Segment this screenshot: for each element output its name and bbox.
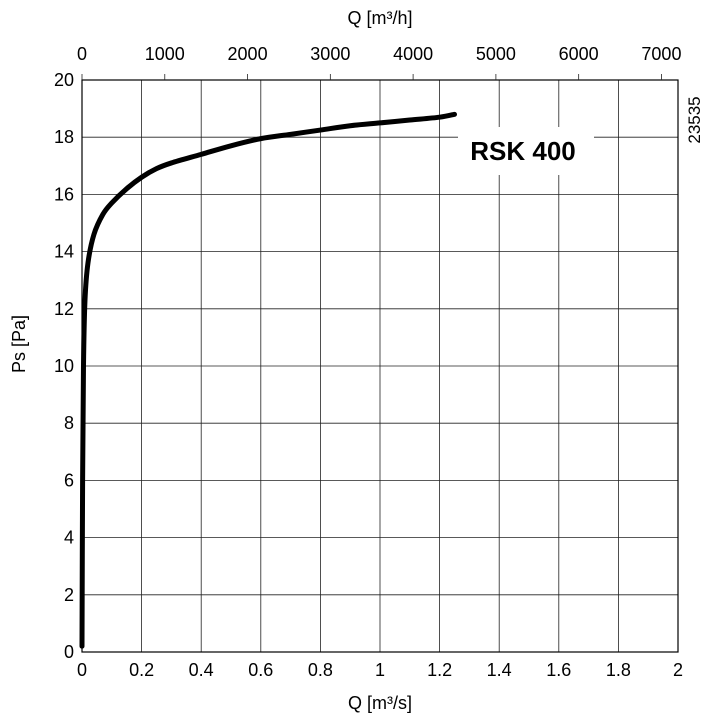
y-tick-labels: 0 2 4 6 8 10 12 14 16 18 20 [54, 70, 74, 662]
x2-tick-label: 7000 [641, 44, 681, 64]
y-tick-label: 2 [64, 585, 74, 605]
x2-tick-label: 6000 [559, 44, 599, 64]
series-layer [79, 111, 457, 649]
x2-tick-label: 3000 [310, 44, 350, 64]
y-tick-label: 6 [64, 470, 74, 490]
y-tick-label: 20 [54, 70, 74, 90]
y-tick-label: 12 [54, 299, 74, 319]
x-tick-label: 1 [375, 660, 385, 680]
x-tick-label: 1.6 [546, 660, 571, 680]
y-tick-label: 16 [54, 184, 74, 204]
side-label: 23535 [685, 96, 704, 143]
x2-tick-label: 1000 [145, 44, 185, 64]
x2-axis-title: Q [m³/h] [347, 8, 412, 28]
y-tick-label: 8 [64, 413, 74, 433]
curve-annotation: RSK 400 [470, 136, 576, 166]
x-tick-label: 1.2 [427, 660, 452, 680]
y-tick-label: 4 [64, 528, 74, 548]
x-tick-labels: 0 0.2 0.4 0.6 0.8 1 1.2 1.4 1.6 1.8 2 [77, 660, 683, 680]
annotation-background [458, 127, 594, 175]
x-tick-label: 0.6 [248, 660, 273, 680]
x-tick-label: 0 [77, 660, 87, 680]
y-tick-label: 18 [54, 127, 74, 147]
x-tick-label: 1.4 [487, 660, 512, 680]
x-tick-label: 2 [673, 660, 683, 680]
x-axis-title: Q [m³/s] [348, 693, 412, 713]
x2-tick-label: 0 [77, 44, 87, 64]
x-tick-label: 1.8 [606, 660, 631, 680]
y-tick-label: 10 [54, 356, 74, 376]
y-tick-label: 14 [54, 242, 74, 262]
y-tick-label: 0 [64, 642, 74, 662]
x-tick-label: 0.8 [308, 660, 333, 680]
x-tick-label: 0.4 [189, 660, 214, 680]
x2-tick-label: 4000 [393, 44, 433, 64]
series-line-rsk-400 [79, 111, 457, 649]
x2-tick-label: 5000 [476, 44, 516, 64]
x2-tick-label: 2000 [228, 44, 268, 64]
y-axis-title: Ps [Pa] [9, 315, 29, 373]
x2-tick-labels: 0 1000 2000 3000 4000 5000 6000 7000 [77, 44, 681, 80]
x-tick-label: 0.2 [129, 660, 154, 680]
